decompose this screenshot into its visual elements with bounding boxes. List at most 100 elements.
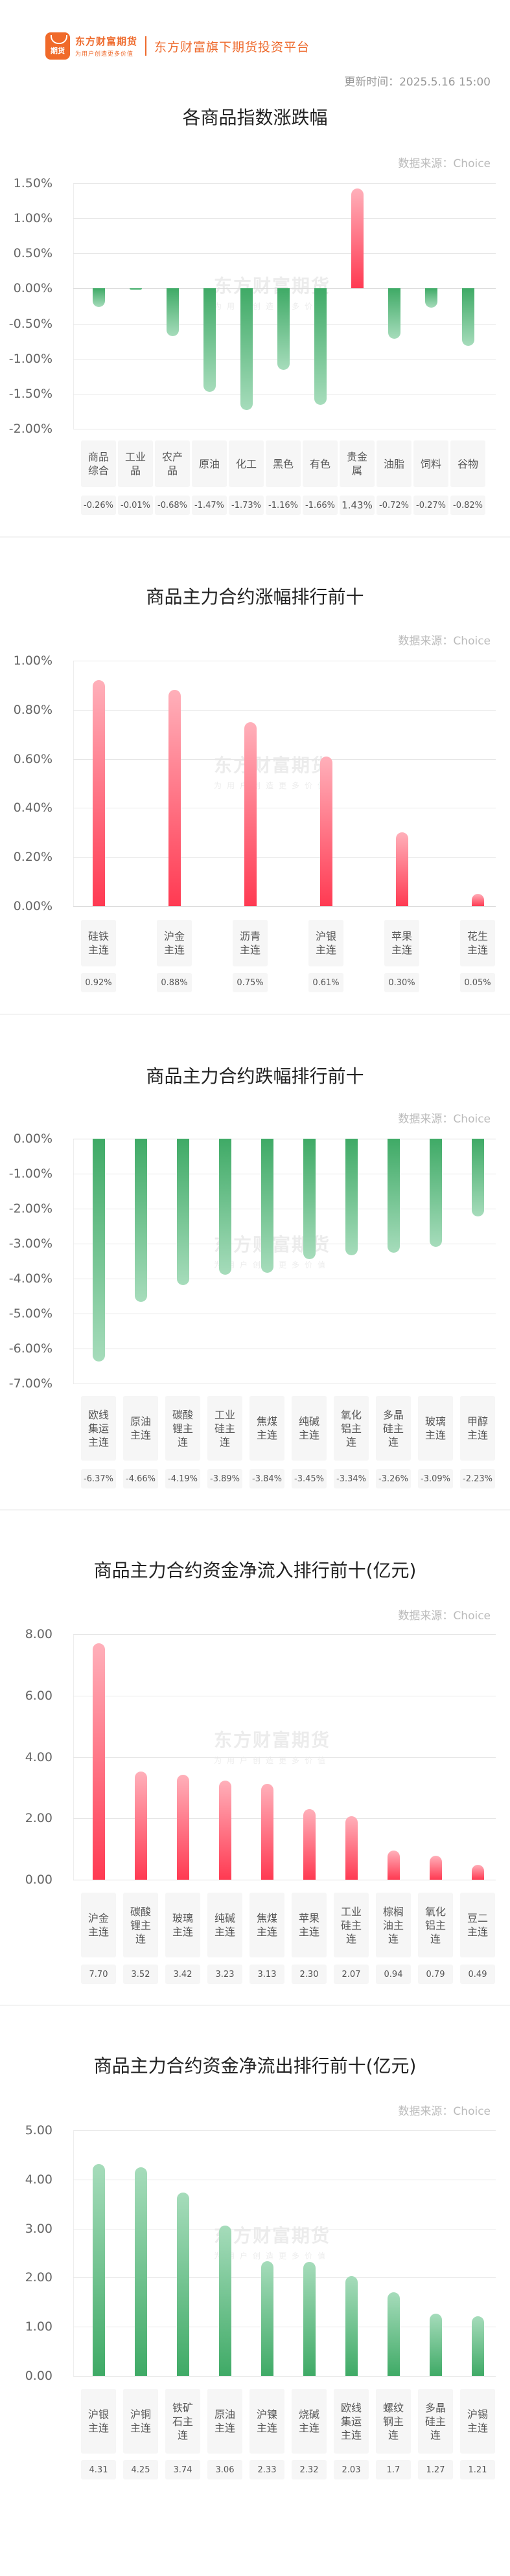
bar-6[interactable]: [277, 288, 290, 370]
bar-4[interactable]: [218, 1780, 231, 1880]
y-axis-line: [73, 661, 74, 906]
bar-1[interactable]: [92, 2164, 105, 2376]
value-label: -4.19%: [165, 1469, 200, 1488]
bar-2[interactable]: [134, 1139, 147, 1302]
bar-8[interactable]: [387, 1139, 400, 1253]
bar-1[interactable]: [92, 1139, 105, 1362]
bar-10[interactable]: [471, 1864, 484, 1880]
value-label: 2.07: [334, 1965, 369, 1984]
value-label: 3.23: [207, 1965, 242, 1984]
y-tick-label: 0.00%: [13, 1132, 52, 1146]
bar-3[interactable]: [176, 2192, 189, 2376]
y-axis-line: [73, 1139, 74, 1384]
bar-5[interactable]: [261, 1139, 273, 1273]
bar-4[interactable]: [218, 2226, 231, 2376]
bar-9[interactable]: [388, 288, 400, 339]
category-label: 多晶 硅主连: [418, 2389, 453, 2454]
bar-3[interactable]: [176, 1774, 189, 1880]
category-label: 化工: [229, 440, 264, 487]
bar-7[interactable]: [345, 1139, 358, 1256]
bar-8[interactable]: [387, 2292, 400, 2376]
gridline: [73, 2130, 496, 2131]
y-tick-label: 2.00: [25, 2270, 52, 2285]
bar-6[interactable]: [303, 2262, 316, 2376]
bar-10[interactable]: [471, 2316, 484, 2376]
bar-5[interactable]: [261, 1783, 273, 1880]
y-tick-label: 1.50%: [13, 176, 52, 190]
value-label: -2.23%: [460, 1469, 495, 1488]
bar-9[interactable]: [429, 1139, 442, 1247]
bar-7[interactable]: [345, 2276, 358, 2376]
y-tick-label: 5.00: [25, 2123, 52, 2137]
data-source-label: 数据来源：Choice: [398, 635, 491, 648]
data-source-label: 数据来源：Choice: [398, 157, 491, 170]
y-tick-label: -1.00%: [8, 1167, 52, 1181]
category-label: 沪镍 主连: [249, 2389, 284, 2454]
bar-2[interactable]: [129, 288, 142, 291]
value-label: 2.30: [292, 1965, 327, 1984]
value-label: 4.25: [123, 2460, 158, 2479]
bar-3[interactable]: [166, 288, 179, 337]
value-label: -3.84%: [249, 1469, 284, 1488]
bar-3[interactable]: [244, 722, 257, 906]
bar-4[interactable]: [319, 756, 332, 906]
category-label: 有色: [303, 440, 338, 487]
bar-5[interactable]: [261, 2261, 273, 2376]
bar-6[interactable]: [303, 1809, 316, 1880]
bar-3[interactable]: [176, 1139, 189, 1286]
bar-11[interactable]: [461, 288, 474, 347]
bar-4[interactable]: [203, 288, 216, 392]
category-label: 玻璃 主连: [418, 1396, 453, 1461]
gridline: [73, 183, 496, 184]
bar-5[interactable]: [240, 288, 253, 410]
category-label: 碳酸 锂主连: [123, 1893, 158, 1957]
bar-6[interactable]: [471, 894, 484, 906]
value-label: -1.16%: [266, 496, 301, 515]
value-label: -0.68%: [155, 496, 190, 515]
y-tick-label: 3.00: [25, 2221, 52, 2236]
bar-9[interactable]: [429, 1855, 442, 1880]
y-tick-label: 0.00%: [13, 281, 52, 296]
bar-4[interactable]: [218, 1139, 231, 1275]
category-label: 沪银 主连: [308, 920, 343, 966]
bar-2[interactable]: [134, 1772, 147, 1880]
y-tick-label: -1.00%: [8, 351, 52, 366]
y-tick-label: -2.00%: [8, 422, 52, 436]
bar-1[interactable]: [92, 680, 105, 906]
value-label: 3.13: [249, 1965, 284, 1984]
category-label: 工业 硅主连: [334, 1893, 369, 1957]
y-tick-label: 2.00: [25, 1811, 52, 1826]
chart-title: 商品主力合约资金净流出排行前十(亿元): [93, 2055, 417, 2077]
y-tick-label: -5.00%: [8, 1306, 52, 1321]
gridline: [73, 2277, 496, 2279]
bar-2[interactable]: [134, 2167, 147, 2376]
y-axis-line: [73, 2130, 74, 2376]
y-tick-label: 6.00: [25, 1688, 52, 1703]
value-label: -3.45%: [292, 1469, 327, 1488]
bar-1[interactable]: [92, 288, 105, 307]
logo-badge-text: 期货: [51, 47, 65, 55]
bar-8[interactable]: [387, 1851, 400, 1880]
bar-8[interactable]: [351, 188, 364, 289]
bar-2[interactable]: [168, 690, 181, 906]
watermark: 东方财富期货为用户创造更多价值: [198, 1726, 347, 1766]
bar-9[interactable]: [429, 2313, 442, 2376]
bar-7[interactable]: [345, 1816, 358, 1880]
data-source-label: 数据来源：Choice: [398, 1113, 491, 1126]
value-label: -3.34%: [334, 1469, 369, 1488]
category-label: 油脂: [377, 440, 411, 487]
bar-10[interactable]: [471, 1139, 484, 1217]
bar-10[interactable]: [424, 288, 437, 308]
gridline: [73, 1634, 496, 1635]
value-label: -3.26%: [376, 1469, 411, 1488]
section-divider: [0, 536, 510, 538]
bar-5[interactable]: [395, 832, 408, 906]
value-label: 0.49: [460, 1965, 495, 1984]
value-label: 2.33: [249, 2460, 284, 2479]
logo-sub-text: 为用户创造更多价值: [75, 51, 134, 58]
bar-6[interactable]: [303, 1139, 316, 1260]
bar-7[interactable]: [314, 288, 327, 405]
bar-1[interactable]: [92, 1643, 105, 1880]
chart-title: 各商品指数涨跌幅: [182, 107, 328, 128]
logo-text: 东方财富期货 为用户创造更多价值: [75, 34, 137, 58]
